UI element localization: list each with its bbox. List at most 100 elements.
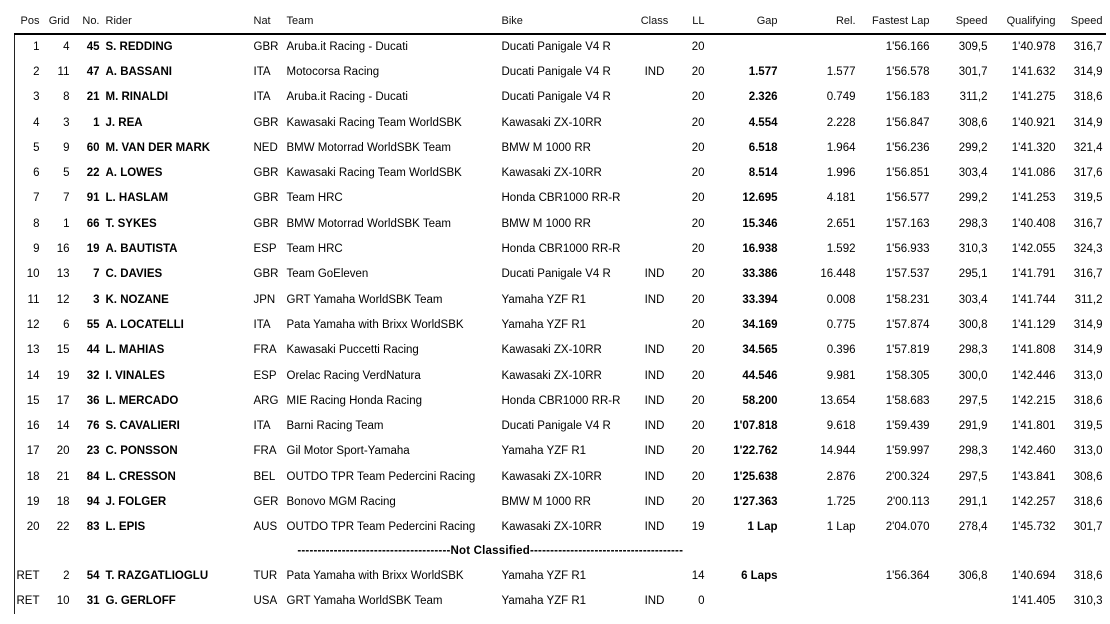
column-header-pos: Pos [20, 14, 40, 27]
cell-bike: Kawasaki ZX-10RR [501, 521, 602, 534]
cell-number: 60 [86, 141, 100, 154]
cell-speed-qual: 318,6 [1073, 569, 1103, 582]
cell-rel [781, 563, 859, 588]
cell-grid: 18 [56, 495, 70, 508]
result-row: 15 17 36 L. MERCADO ARG MIE Racing Honda Raci… [14, 388, 1106, 414]
cell-team: Kawasaki Racing Team WorldSBK [286, 167, 462, 180]
cell-number: 83 [86, 521, 100, 534]
cell-laps: 20 [691, 268, 705, 281]
cell-speed-qual: 314,9 [1073, 65, 1103, 78]
cell-team: BMW Motorrad WorldSBK Team [286, 217, 451, 230]
cell-bike: Honda CBR1000 RR-R [501, 192, 621, 205]
cell-fastest-lap: 1'57.163 [885, 217, 930, 230]
cell-rider: T. RAZGATLIOGLU [105, 569, 209, 582]
cell-rel: 16.448 [820, 268, 856, 281]
cell-speed-qual: 313,0 [1073, 445, 1103, 458]
cell-team: Orelac Racing VerdNatura [286, 369, 421, 382]
cell-number: 66 [86, 217, 100, 230]
cell-gap: 33.386 [742, 268, 778, 281]
cell-team: BMW Motorrad WorldSBK Team [286, 141, 451, 154]
result-row: 7 7 91 L. HASLAM GBR Team HRC Honda CBR1000 RR… [14, 185, 1106, 212]
cell-fastest-lap: 1'58.305 [885, 369, 930, 382]
cell-gap: 16.938 [742, 243, 778, 256]
cell-pos: 1 [14, 34, 43, 60]
cell-team: Aruba.it Racing - Ducati [286, 91, 408, 104]
cell-qualifying: 1'42.257 [1011, 495, 1056, 508]
cell-pos: 11 [14, 286, 43, 313]
cell-laps: 20 [691, 318, 705, 331]
cell-nat: ITA [253, 91, 271, 104]
cell-pos: 2 [14, 59, 43, 85]
cell-pos: 7 [14, 185, 43, 212]
cell-gap: 4.554 [748, 116, 778, 129]
cell-team: Team GoEleven [286, 268, 369, 281]
cell-gap: 34.565 [742, 344, 778, 357]
cell-speed-race: 299,2 [958, 141, 988, 154]
cell-number: 22 [86, 167, 100, 180]
not-classified-label: Not Classified [450, 545, 530, 558]
cell-nat: FRA [253, 445, 277, 458]
cell-speed-qual: 311,2 [1074, 293, 1103, 306]
cell-fastest-lap: 1'56.577 [885, 192, 930, 205]
cell-fastest-lap: 1'56.166 [885, 41, 930, 54]
cell-rider: A. LOCATELLI [105, 318, 184, 331]
cell-qualifying: 1'42.215 [1011, 394, 1056, 407]
result-row: 11 12 3 K. NOZANE JPN GRT Yamaha WorldSBK Tea… [14, 286, 1106, 313]
cell-speed-race: 299,2 [958, 192, 988, 205]
cell-number: 32 [86, 369, 100, 382]
cell-rider: M. RINALDI [105, 91, 169, 104]
cell-grid: 1 [63, 217, 70, 230]
cell-speed-race: 308,6 [958, 116, 988, 129]
cell-pos: 5 [14, 135, 43, 161]
column-header-laps: LL [692, 14, 705, 27]
cell-rider: S. REDDING [105, 41, 173, 54]
cell-speed-race: 306,8 [958, 569, 988, 582]
cell-laps: 14 [691, 569, 705, 582]
cell-pos: 6 [14, 160, 43, 186]
cell-fastest-lap: 1'56.847 [885, 116, 930, 129]
cell-class: IND [644, 268, 665, 281]
cell-class: IND [644, 470, 665, 483]
cell-grid: 13 [56, 268, 70, 281]
cell-class [634, 85, 676, 110]
header-row: Pos Grid No. Rider Nat Team Bike Class LL Gap Rel.… [14, 8, 1106, 34]
cell-pos: 12 [14, 312, 43, 338]
cell-number: 91 [86, 192, 100, 205]
cell-class [634, 186, 676, 211]
cell-bike: Ducati Panigale V4 R [501, 41, 611, 54]
cell-gap: 15.346 [742, 217, 778, 230]
cell-fastest-lap: 2'00.324 [885, 470, 930, 483]
cell-nat: GER [253, 495, 279, 508]
cell-pos: 14 [14, 362, 43, 389]
cell-laps: 20 [691, 445, 705, 458]
cell-bike: Kawasaki ZX-10RR [501, 369, 602, 382]
cell-nat: GBR [253, 192, 279, 205]
cell-bike: Honda CBR1000 RR-R [501, 394, 621, 407]
cell-team: GRT Yamaha WorldSBK Team [286, 293, 443, 306]
cell-speed-qual: 314,9 [1073, 116, 1103, 129]
cell-rel: 2.228 [826, 116, 856, 129]
cell-laps: 20 [691, 217, 705, 230]
cell-qualifying: 1'40.408 [1011, 217, 1056, 230]
column-header-class: Class [640, 14, 669, 27]
cell-gap: 1'27.363 [733, 495, 778, 508]
cell-class: IND [644, 420, 665, 433]
cell-rider: L. EPIS [105, 521, 146, 534]
cell-qualifying: 1'41.129 [1011, 318, 1056, 331]
cell-speed-qual: 313,0 [1073, 369, 1103, 382]
cell-class [634, 110, 676, 135]
cell-qualifying: 1'42.446 [1011, 369, 1056, 382]
result-row: 19 18 94 J. FOLGER GER Bonovo MGM Racing BMW M… [14, 489, 1106, 515]
cell-team: Kawasaki Racing Team WorldSBK [286, 116, 462, 129]
cell-rel: 0.749 [826, 91, 856, 104]
cell-pos: RET [14, 562, 43, 589]
cell-gap [708, 34, 781, 59]
cell-rel [781, 34, 859, 59]
cell-rider: A. LOWES [105, 167, 163, 180]
cell-speed-qual: 319,5 [1073, 192, 1103, 205]
cell-laps: 20 [691, 344, 705, 357]
cell-grid: 2 [63, 569, 70, 582]
cell-bike: Ducati Panigale V4 R [501, 420, 611, 433]
cell-rel: 2.651 [826, 217, 856, 230]
result-row: 2 11 47 A. BASSANI ITA Motocorsa Racing Ducati… [14, 59, 1106, 85]
